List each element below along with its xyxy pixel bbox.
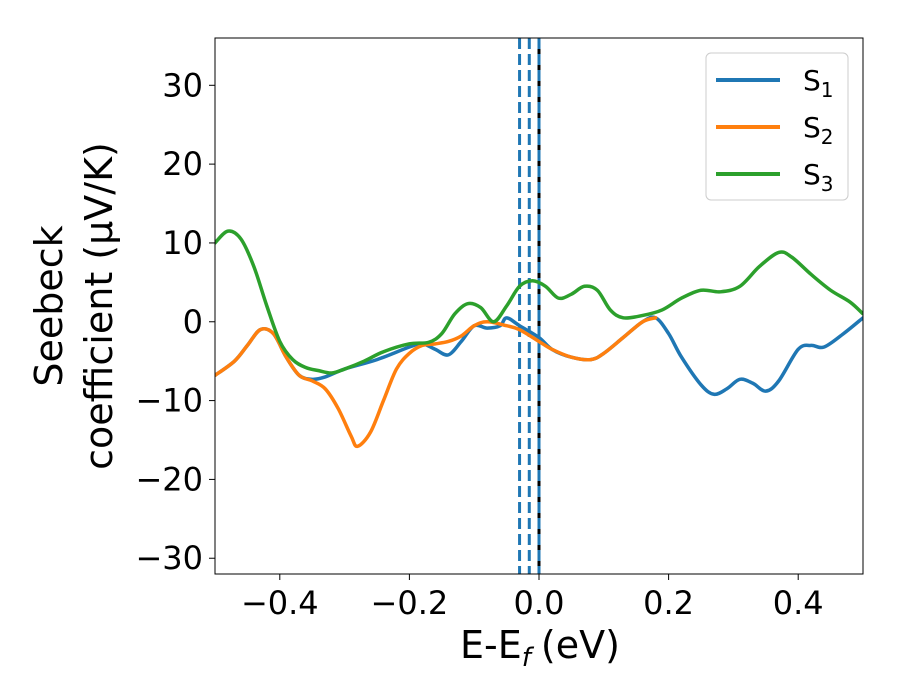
y-axis: −30 −20 −10 0 10 20 30	[135, 66, 215, 577]
y-tick-label: 20	[162, 145, 203, 183]
legend: S1 S2 S3	[705, 52, 849, 201]
legend-label-s2: S2	[803, 111, 834, 149]
x-tick-label: −0.4	[241, 584, 319, 622]
x-tick-label: 0.4	[773, 584, 824, 622]
reference-lines	[518, 38, 541, 574]
x-axis-title-subscript: f	[522, 643, 535, 673]
y-tick-label: 30	[162, 66, 203, 104]
y-tick-label: 0	[183, 303, 203, 341]
x-axis-title-main: E-E	[460, 623, 522, 667]
y-axis-title: Seebeck coefficient (μV/K)	[27, 142, 121, 470]
x-tick-label: 0.2	[643, 584, 694, 622]
y-tick-label: −10	[135, 382, 203, 420]
series-line-s2	[215, 316, 658, 449]
x-axis-title: E-Ef (eV)	[460, 623, 620, 673]
y-tick-label: 10	[162, 224, 203, 262]
y-axis-title-line1: Seebeck	[27, 225, 71, 386]
x-axis: −0.4 −0.2 0.0 0.2 0.4	[241, 574, 824, 622]
series-lines	[215, 229, 863, 449]
legend-label-s1: S1	[803, 64, 834, 102]
y-tick-label: −30	[135, 539, 203, 577]
y-axis-title-line2: coefficient (μV/K)	[77, 142, 121, 470]
series-line-s3	[215, 229, 863, 375]
x-axis-title-unit: (eV)	[541, 623, 620, 667]
x-tick-label: 0.0	[514, 584, 565, 622]
x-tick-label: −0.2	[371, 584, 449, 622]
legend-label-s3: S3	[803, 158, 834, 196]
y-tick-label: −20	[135, 460, 203, 498]
